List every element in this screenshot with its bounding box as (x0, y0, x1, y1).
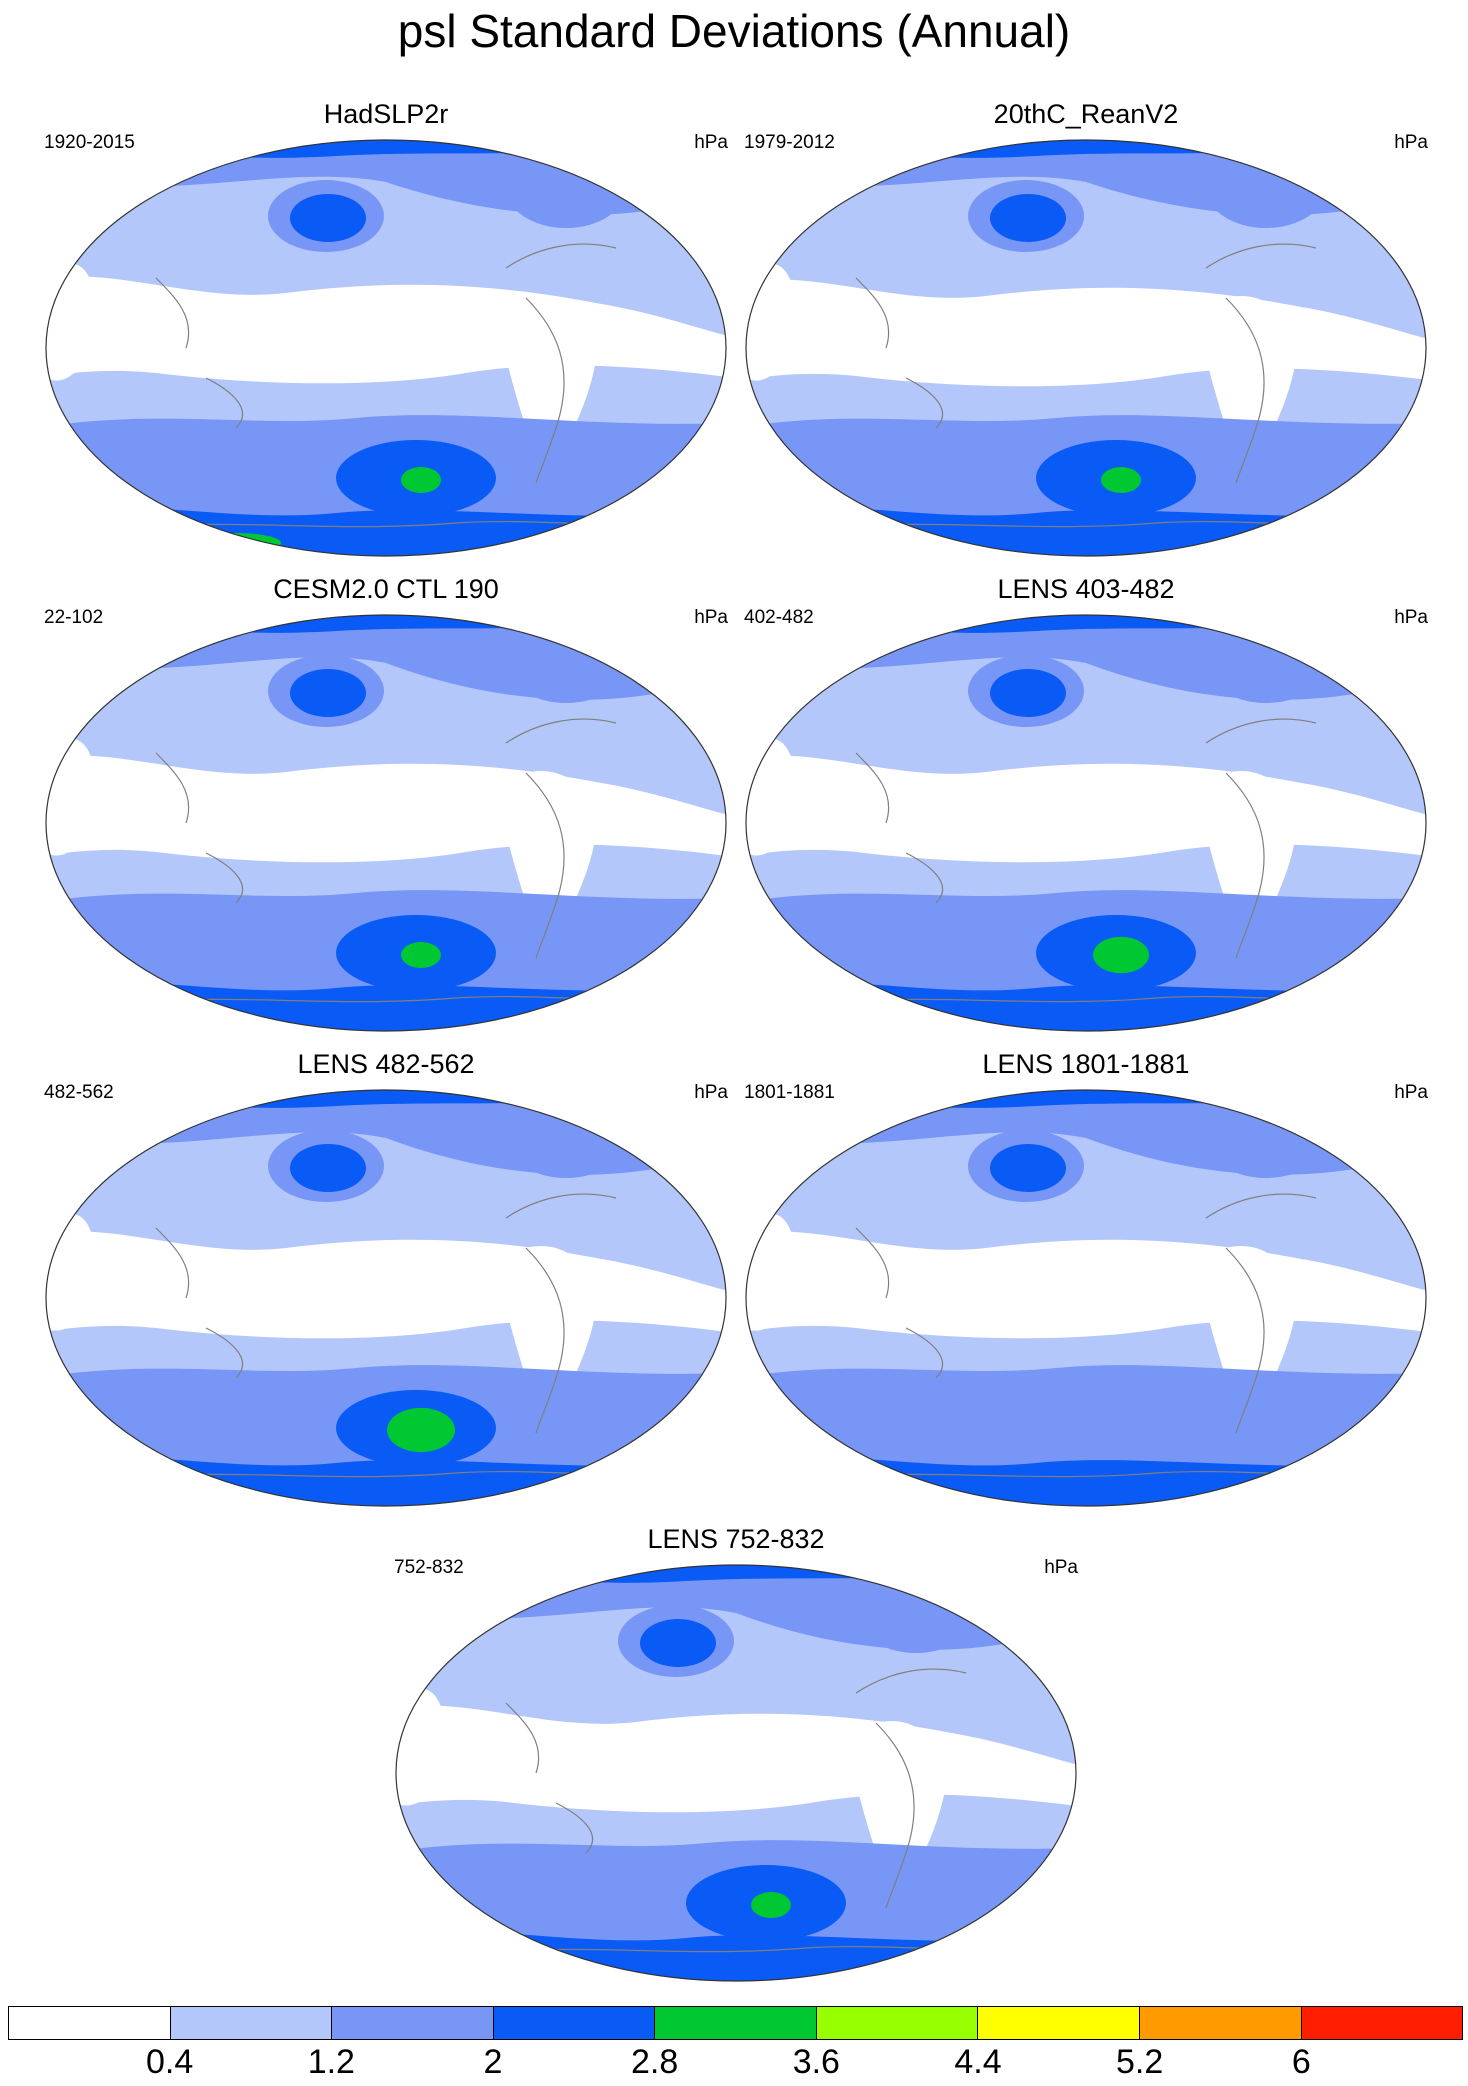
panel-title: LENS 403-482 (997, 574, 1175, 604)
colorbar-tick-label: 4.4 (954, 2043, 1002, 2081)
map-panel-hadslp2r: HadSLP2r 1920-2015 hPa (36, 98, 736, 568)
panel-units-label: hPa (1394, 132, 1428, 153)
colorbar-tick-label: 6 (1291, 2043, 1311, 2081)
colorbar-swatch (170, 2007, 333, 2039)
panel-period-label: 482-562 (44, 1082, 114, 1103)
colorbar-swatch (1139, 2007, 1302, 2039)
global-map (45, 614, 727, 1032)
panel-period-label: 22-102 (44, 607, 104, 628)
panel-period-label: 1979-2012 (744, 132, 835, 153)
colorbar (8, 2006, 1463, 2040)
map-panel-lens-1801: LENS 1801-1881 1801-1881 hPa (736, 1048, 1436, 1518)
colorbar-swatch (493, 2007, 656, 2039)
panel-units-label: hPa (1394, 1082, 1428, 1103)
global-map (745, 139, 1427, 557)
panel-units-label: hPa (1394, 607, 1428, 628)
colorbar-tick-label: 3.6 (792, 2043, 840, 2081)
colorbar-tick-label: 2 (483, 2043, 503, 2081)
panel-units-label: hPa (694, 132, 728, 153)
colorbar-swatch (332, 2007, 494, 2039)
global-map (745, 614, 1427, 1032)
global-map (45, 1089, 727, 1507)
panel-title: HadSLP2r (323, 99, 449, 129)
colorbar-tick-label: 0.4 (146, 2043, 194, 2081)
panel-title: LENS 482-562 (297, 1049, 475, 1079)
panel-units-label: hPa (1044, 1557, 1078, 1578)
global-map (395, 1564, 1077, 1982)
colorbar-tick-label: 1.2 (307, 2043, 355, 2081)
colorbar-tick-label: 2.8 (631, 2043, 679, 2081)
panel-title: LENS 752-832 (647, 1524, 825, 1554)
colorbar-swatch (9, 2007, 171, 2039)
map-panel-20thc-reanv2: 20thC_ReanV2 1979-2012 hPa (736, 98, 1436, 568)
panel-title: CESM2.0 CTL 190 (273, 574, 499, 604)
colorbar-labels: 0.4 1.2 2 2.8 3.6 4.4 5.2 6 (8, 2042, 1463, 2082)
map-panel-cesm2-ctl: CESM2.0 CTL 190 22-102 hPa (36, 573, 736, 1043)
global-map (745, 1089, 1427, 1507)
colorbar-swatch (816, 2007, 979, 2039)
panel-title: 20thC_ReanV2 (993, 99, 1179, 129)
panel-period-label: 1920-2015 (44, 132, 135, 153)
map-panel-lens-403: LENS 403-482 402-482 hPa (736, 573, 1436, 1043)
colorbar-tick-label: 5.2 (1116, 2043, 1164, 2081)
panel-units-label: hPa (694, 607, 728, 628)
panel-title: LENS 1801-1881 (982, 1049, 1190, 1079)
map-panel-lens-482: LENS 482-562 482-562 hPa (36, 1048, 736, 1518)
global-map (45, 139, 727, 557)
main-title: psl Standard Deviations (Annual) (397, 5, 1071, 57)
colorbar-swatch (978, 2007, 1140, 2039)
panel-period-label: 752-832 (394, 1557, 464, 1578)
panel-units-label: hPa (694, 1082, 728, 1103)
panel-period-label: 402-482 (744, 607, 814, 628)
colorbar-swatch (655, 2007, 817, 2039)
map-panel-lens-752: LENS 752-832 752-832 hPa (386, 1523, 1086, 1993)
colorbar-swatch (1301, 2007, 1463, 2039)
panel-period-label: 1801-1881 (744, 1082, 835, 1103)
